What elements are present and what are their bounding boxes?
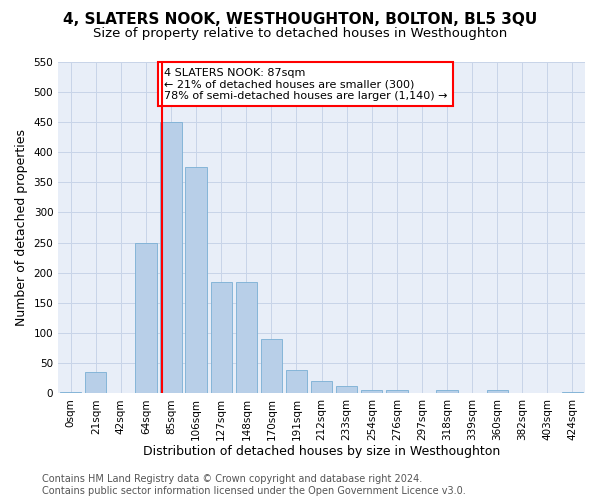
Bar bbox=[60, 392, 82, 394]
Bar bbox=[311, 382, 332, 394]
Bar bbox=[487, 390, 508, 394]
Text: Size of property relative to detached houses in Westhoughton: Size of property relative to detached ho… bbox=[93, 28, 507, 40]
Bar bbox=[336, 386, 358, 394]
Bar bbox=[185, 167, 207, 394]
Bar bbox=[286, 370, 307, 394]
Bar bbox=[386, 390, 407, 394]
Bar bbox=[261, 339, 282, 394]
Bar bbox=[436, 390, 458, 394]
Bar bbox=[160, 122, 182, 394]
Y-axis label: Number of detached properties: Number of detached properties bbox=[15, 129, 28, 326]
Bar bbox=[85, 372, 106, 394]
Text: 4 SLATERS NOOK: 87sqm
← 21% of detached houses are smaller (300)
78% of semi-det: 4 SLATERS NOOK: 87sqm ← 21% of detached … bbox=[164, 68, 447, 100]
X-axis label: Distribution of detached houses by size in Westhoughton: Distribution of detached houses by size … bbox=[143, 444, 500, 458]
Bar bbox=[361, 390, 382, 394]
Text: 4, SLATERS NOOK, WESTHOUGHTON, BOLTON, BL5 3QU: 4, SLATERS NOOK, WESTHOUGHTON, BOLTON, B… bbox=[63, 12, 537, 28]
Text: Contains HM Land Registry data © Crown copyright and database right 2024.
Contai: Contains HM Land Registry data © Crown c… bbox=[42, 474, 466, 496]
Bar bbox=[236, 282, 257, 394]
Bar bbox=[211, 282, 232, 394]
Bar bbox=[136, 242, 157, 394]
Bar bbox=[562, 392, 583, 394]
